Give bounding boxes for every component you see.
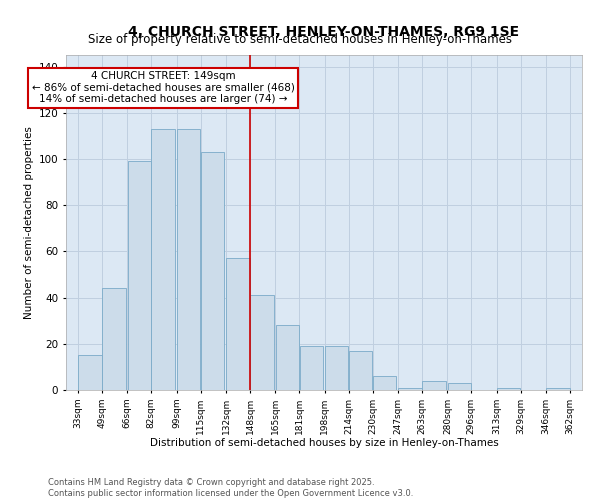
Bar bbox=[102, 288, 125, 390]
Bar bbox=[201, 152, 224, 390]
Bar bbox=[422, 381, 446, 390]
Bar bbox=[226, 258, 250, 390]
Bar bbox=[349, 350, 373, 390]
Text: Contains HM Land Registry data © Crown copyright and database right 2025.
Contai: Contains HM Land Registry data © Crown c… bbox=[48, 478, 413, 498]
Title: 4, CHURCH STREET, HENLEY-ON-THAMES, RG9 1SE: 4, CHURCH STREET, HENLEY-ON-THAMES, RG9 … bbox=[128, 24, 520, 38]
Bar bbox=[177, 129, 200, 390]
Bar bbox=[250, 296, 274, 390]
Text: Size of property relative to semi-detached houses in Henley-on-Thames: Size of property relative to semi-detach… bbox=[88, 32, 512, 46]
X-axis label: Distribution of semi-detached houses by size in Henley-on-Thames: Distribution of semi-detached houses by … bbox=[149, 438, 499, 448]
Text: 4 CHURCH STREET: 149sqm
← 86% of semi-detached houses are smaller (468)
14% of s: 4 CHURCH STREET: 149sqm ← 86% of semi-de… bbox=[32, 71, 295, 104]
Bar bbox=[128, 162, 151, 390]
Bar bbox=[151, 129, 175, 390]
Bar bbox=[78, 356, 101, 390]
Y-axis label: Number of semi-detached properties: Number of semi-detached properties bbox=[25, 126, 34, 319]
Bar bbox=[547, 388, 570, 390]
Bar bbox=[325, 346, 349, 390]
Bar bbox=[275, 326, 299, 390]
Bar bbox=[299, 346, 323, 390]
Bar bbox=[448, 383, 471, 390]
Bar bbox=[497, 388, 520, 390]
Bar bbox=[373, 376, 397, 390]
Bar bbox=[398, 388, 422, 390]
